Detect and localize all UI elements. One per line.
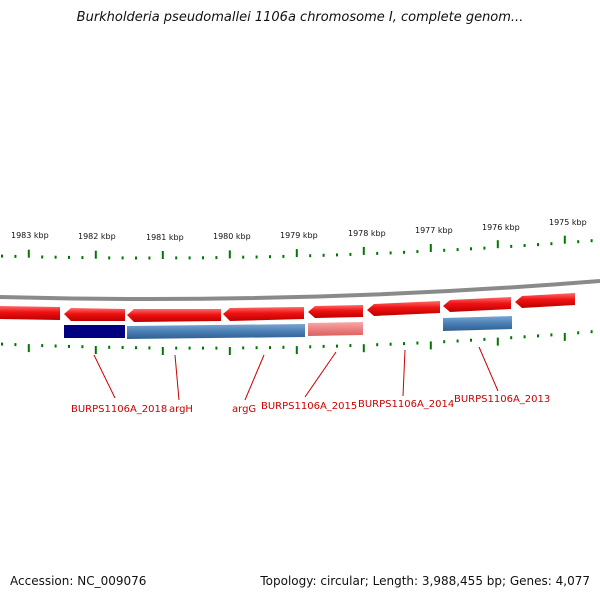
gene-arrow[interactable]: [515, 293, 575, 308]
gene-label[interactable]: BURPS1106A_2014: [358, 399, 454, 410]
gene-arrow[interactable]: [127, 309, 221, 322]
lower-ruler-ticks: [1, 330, 593, 355]
map-title: Burkholderia pseudomallei 1106a chromoso…: [76, 10, 524, 25]
ruler-label: 1983 kbp: [11, 231, 49, 240]
ruler-label: 1975 kbp: [549, 218, 587, 227]
chromosome-backbone: [0, 279, 600, 301]
ruler-label: 1979 kbp: [280, 231, 318, 240]
gene-label[interactable]: argG: [232, 404, 256, 415]
gene-arrow[interactable]: [223, 307, 304, 321]
gene-track: [0, 293, 575, 322]
leader-line: [174, 354, 180, 401]
feature-bar[interactable]: [127, 324, 305, 339]
gene-arrow[interactable]: [308, 305, 363, 318]
ruler-label: 1982 kbp: [78, 232, 116, 241]
ruler-label: 1978 kbp: [348, 229, 386, 238]
leader-line: [244, 354, 265, 401]
genome-summary: Topology: circular; Length: 3,988,455 bp…: [260, 574, 590, 588]
gene-arrow[interactable]: [0, 306, 60, 320]
gene-arrow[interactable]: [64, 308, 125, 321]
ruler-label: 1981 kbp: [146, 233, 184, 242]
gene-label[interactable]: BURPS1106A_2013: [454, 394, 550, 405]
ruler-label: 1976 kbp: [482, 223, 520, 232]
gene-labels: BURPS1106A_2018 argH argG BURPS1106A_201…: [71, 394, 550, 415]
gene-label[interactable]: argH: [169, 404, 193, 415]
leader-line: [93, 354, 116, 399]
feature-track: [64, 316, 512, 339]
upper-ruler-ticks: [1, 235, 593, 260]
ruler-label: 1977 kbp: [415, 226, 453, 235]
gene-label[interactable]: BURPS1106A_2018: [71, 404, 167, 415]
leader-line: [402, 349, 406, 397]
ruler-label: 1980 kbp: [213, 232, 251, 241]
leader-lines: [93, 346, 499, 401]
feature-bar[interactable]: [443, 316, 512, 331]
gene-arrow[interactable]: [367, 301, 440, 316]
accession-text: Accession: NC_009076: [10, 574, 147, 588]
feature-bar[interactable]: [64, 325, 125, 338]
leader-line: [478, 346, 499, 392]
gene-label[interactable]: BURPS1106A_2015: [261, 401, 357, 412]
feature-bar[interactable]: [308, 322, 363, 336]
upper-ruler: 1983 kbp 1982 kbp 1981 kbp 1980 kbp 1979…: [1, 218, 593, 260]
leader-line: [304, 351, 337, 398]
gene-arrow[interactable]: [443, 297, 511, 312]
